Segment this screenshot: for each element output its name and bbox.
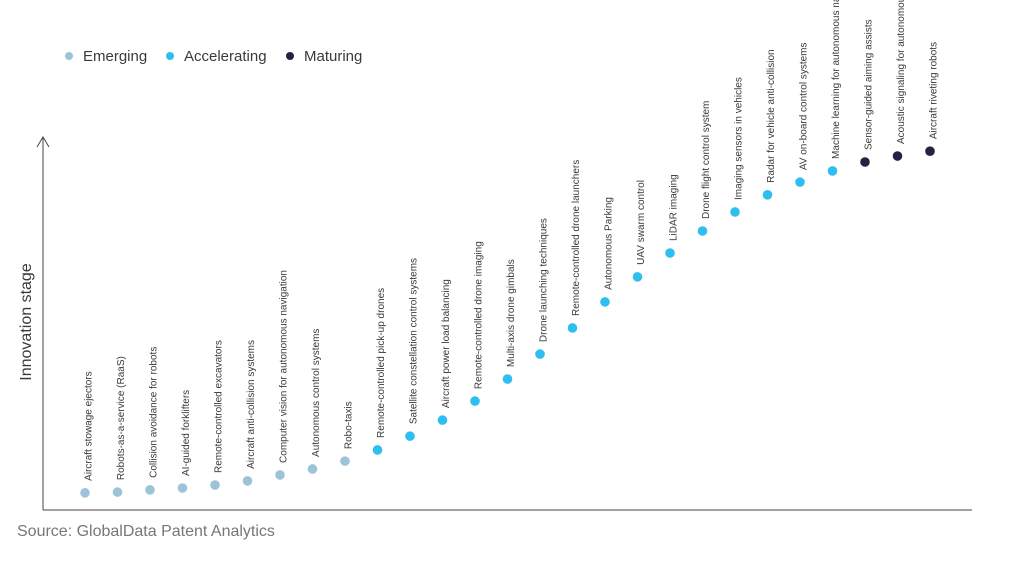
point — [567, 323, 578, 333]
source: Source: GlobalData Patent Analytics — [17, 523, 275, 540]
y-axis-arrow — [36, 136, 50, 148]
y-axis-label: Innovation stage — [18, 263, 35, 381]
point — [762, 190, 773, 200]
point — [340, 456, 350, 466]
point — [112, 487, 123, 497]
point-label: Machine learning for autonomous navigati… — [831, 0, 842, 159]
point — [177, 483, 188, 493]
point — [665, 248, 675, 258]
point-label: LiDAR imaging — [669, 174, 680, 241]
legend-marker — [166, 52, 174, 60]
point — [470, 396, 480, 406]
point — [795, 177, 805, 187]
point — [925, 146, 935, 156]
legend-marker — [65, 52, 73, 60]
point — [632, 272, 643, 282]
point-label: AI-guided forklifters — [181, 390, 192, 476]
point-label: Drone launching techniques — [539, 218, 550, 342]
legend-label: Maturing — [304, 48, 362, 65]
point — [80, 488, 90, 498]
point-label: Radar for vehicle anti-collision — [766, 49, 777, 182]
point — [437, 415, 448, 425]
point-label: Acoustic signaling for autonomous vehicl… — [896, 0, 907, 144]
point-label: Satellite constellation control systems — [409, 258, 420, 424]
point — [535, 349, 545, 359]
point — [145, 485, 155, 495]
point-label: Autonomous control systems — [311, 329, 322, 457]
point-label: Collision avoidance for robots — [149, 347, 160, 478]
point — [242, 476, 253, 486]
point — [697, 226, 708, 236]
point — [860, 157, 870, 167]
point — [730, 207, 740, 217]
point — [210, 480, 220, 490]
point — [372, 445, 383, 455]
point — [307, 464, 318, 474]
point-label: Robots-as-a-service (RaaS) — [116, 356, 127, 480]
point-label: Aircraft power load balancing — [441, 279, 452, 408]
point — [892, 151, 903, 161]
point-label: Aircraft anti-collision systems — [246, 340, 257, 469]
point-label: Remote-controlled drone launchers — [571, 160, 582, 316]
point — [827, 166, 838, 176]
point-label: Multi-axis drone gimbals — [506, 259, 517, 367]
point-label: UAV swarm control — [636, 180, 647, 265]
point-label: Aircraft stowage ejectors — [84, 371, 95, 481]
point-label: Sensor-guided aiming assists — [864, 19, 875, 150]
point-label: AV on-board control systems — [799, 42, 810, 170]
point-label: Computer vision for autonomous navigatio… — [279, 270, 290, 463]
point-label: Remote-controlled drone imaging — [474, 241, 485, 389]
point-label: Remote-controlled pick-up drones — [376, 288, 387, 438]
point-label: Remote-controlled excavators — [214, 340, 225, 473]
point-label: Imaging sensors in vehicles — [734, 77, 745, 200]
point — [600, 297, 610, 307]
legend-marker — [286, 52, 294, 60]
point-label: Robo-taxis — [344, 401, 355, 449]
point-label: Autonomous Parking — [604, 197, 615, 290]
point-label: Drone flight control system — [701, 101, 712, 219]
point — [405, 431, 415, 441]
point — [502, 374, 513, 384]
legend-label: Accelerating — [184, 48, 267, 65]
point-label: Aircraft riveting robots — [929, 42, 940, 139]
point — [275, 470, 285, 480]
legend-label: Emerging — [83, 48, 147, 65]
